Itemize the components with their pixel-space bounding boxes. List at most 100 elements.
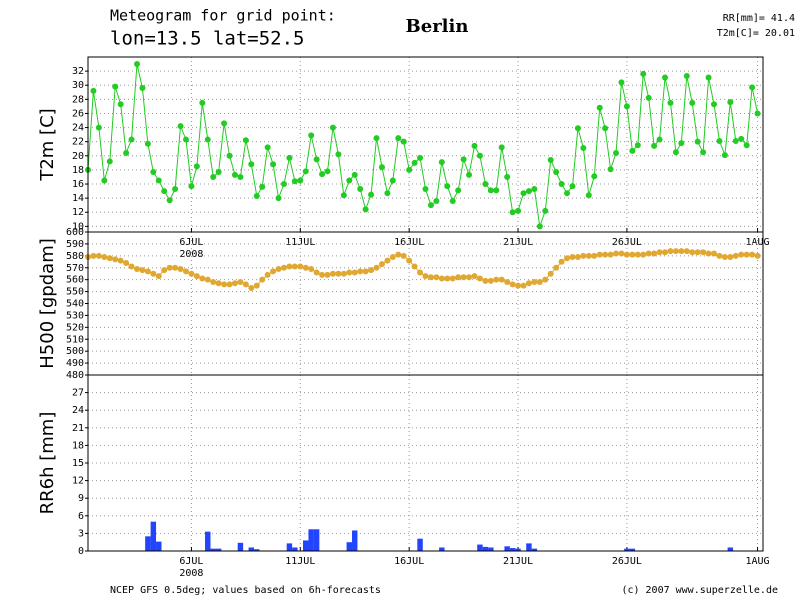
point (340, 192, 347, 199)
y-tick-label: 10 (72, 221, 84, 232)
y-tick-label: 21 (72, 423, 84, 434)
point (656, 136, 663, 143)
x-tick-label: 16JUL (394, 556, 424, 567)
y-tick-label: 18 (72, 440, 84, 451)
point (231, 280, 238, 287)
point (177, 123, 184, 130)
point (683, 248, 690, 255)
point (694, 249, 701, 256)
point (373, 264, 380, 271)
point (640, 70, 647, 77)
point (574, 125, 581, 132)
point (319, 171, 326, 178)
point (95, 124, 102, 131)
point (297, 263, 304, 270)
point (389, 254, 396, 261)
point (476, 275, 483, 282)
point (95, 252, 102, 259)
point (711, 101, 718, 108)
point (166, 197, 173, 204)
point (683, 73, 690, 80)
bar (482, 546, 489, 551)
point (291, 263, 298, 270)
bar (624, 548, 630, 551)
point (613, 149, 620, 156)
y-tick-label: 540 (66, 299, 84, 310)
y-tick-label: 590 (66, 239, 84, 250)
point (280, 264, 287, 271)
bar (292, 547, 298, 551)
point (357, 185, 364, 192)
point (558, 181, 565, 188)
point (433, 274, 440, 281)
point (460, 274, 467, 281)
point (591, 252, 598, 259)
point (329, 270, 336, 277)
point (259, 183, 266, 190)
point (569, 183, 576, 190)
point (335, 270, 342, 277)
point (493, 276, 500, 283)
point (629, 147, 636, 154)
point (471, 273, 478, 280)
city: Berlin (406, 16, 469, 37)
point (215, 169, 222, 176)
point (580, 145, 587, 152)
point (128, 136, 135, 143)
point (199, 275, 206, 282)
point (596, 251, 603, 258)
bar (145, 536, 151, 551)
point (313, 269, 320, 276)
point (531, 279, 538, 286)
point (721, 254, 728, 261)
point (106, 158, 113, 165)
y-axis-label: T2m [C] (37, 108, 58, 181)
point (117, 257, 124, 264)
footer-source: NCEP GFS 0.5deg; values based on 6h-fore… (110, 585, 381, 596)
point (667, 248, 674, 255)
point (662, 249, 669, 256)
bar (417, 538, 423, 551)
point (172, 264, 179, 271)
point (378, 164, 385, 171)
stat-rr: RR[mm]= 41.4 (723, 13, 795, 24)
y-tick-label: 510 (66, 334, 84, 345)
y-tick-label: 12 (72, 207, 84, 218)
point (362, 206, 369, 213)
point (705, 74, 712, 81)
point (689, 99, 696, 106)
point (449, 197, 456, 204)
point (487, 277, 494, 284)
point (90, 87, 97, 94)
x-year-label: 2008 (179, 249, 203, 260)
point (438, 275, 445, 282)
point (242, 281, 249, 288)
point (640, 251, 647, 258)
point (738, 135, 745, 142)
point (705, 250, 712, 257)
point (357, 268, 364, 275)
point (253, 193, 260, 200)
x-tick-label: 1AUG (746, 237, 770, 248)
point (177, 265, 184, 272)
point (487, 187, 494, 194)
point (727, 254, 734, 261)
y-tick-label: 0 (78, 546, 84, 557)
point (346, 177, 353, 184)
y-tick-label: 530 (66, 310, 84, 321)
point (667, 99, 674, 106)
y-tick-label: 600 (66, 227, 84, 238)
point (749, 251, 756, 258)
point (264, 271, 271, 278)
point (422, 185, 429, 192)
point (531, 185, 538, 192)
point (645, 250, 652, 257)
point (123, 149, 130, 156)
point (155, 273, 162, 280)
point (204, 136, 211, 143)
point (248, 285, 255, 292)
x-tick-label: 21JUL (503, 556, 533, 567)
point (438, 159, 445, 166)
